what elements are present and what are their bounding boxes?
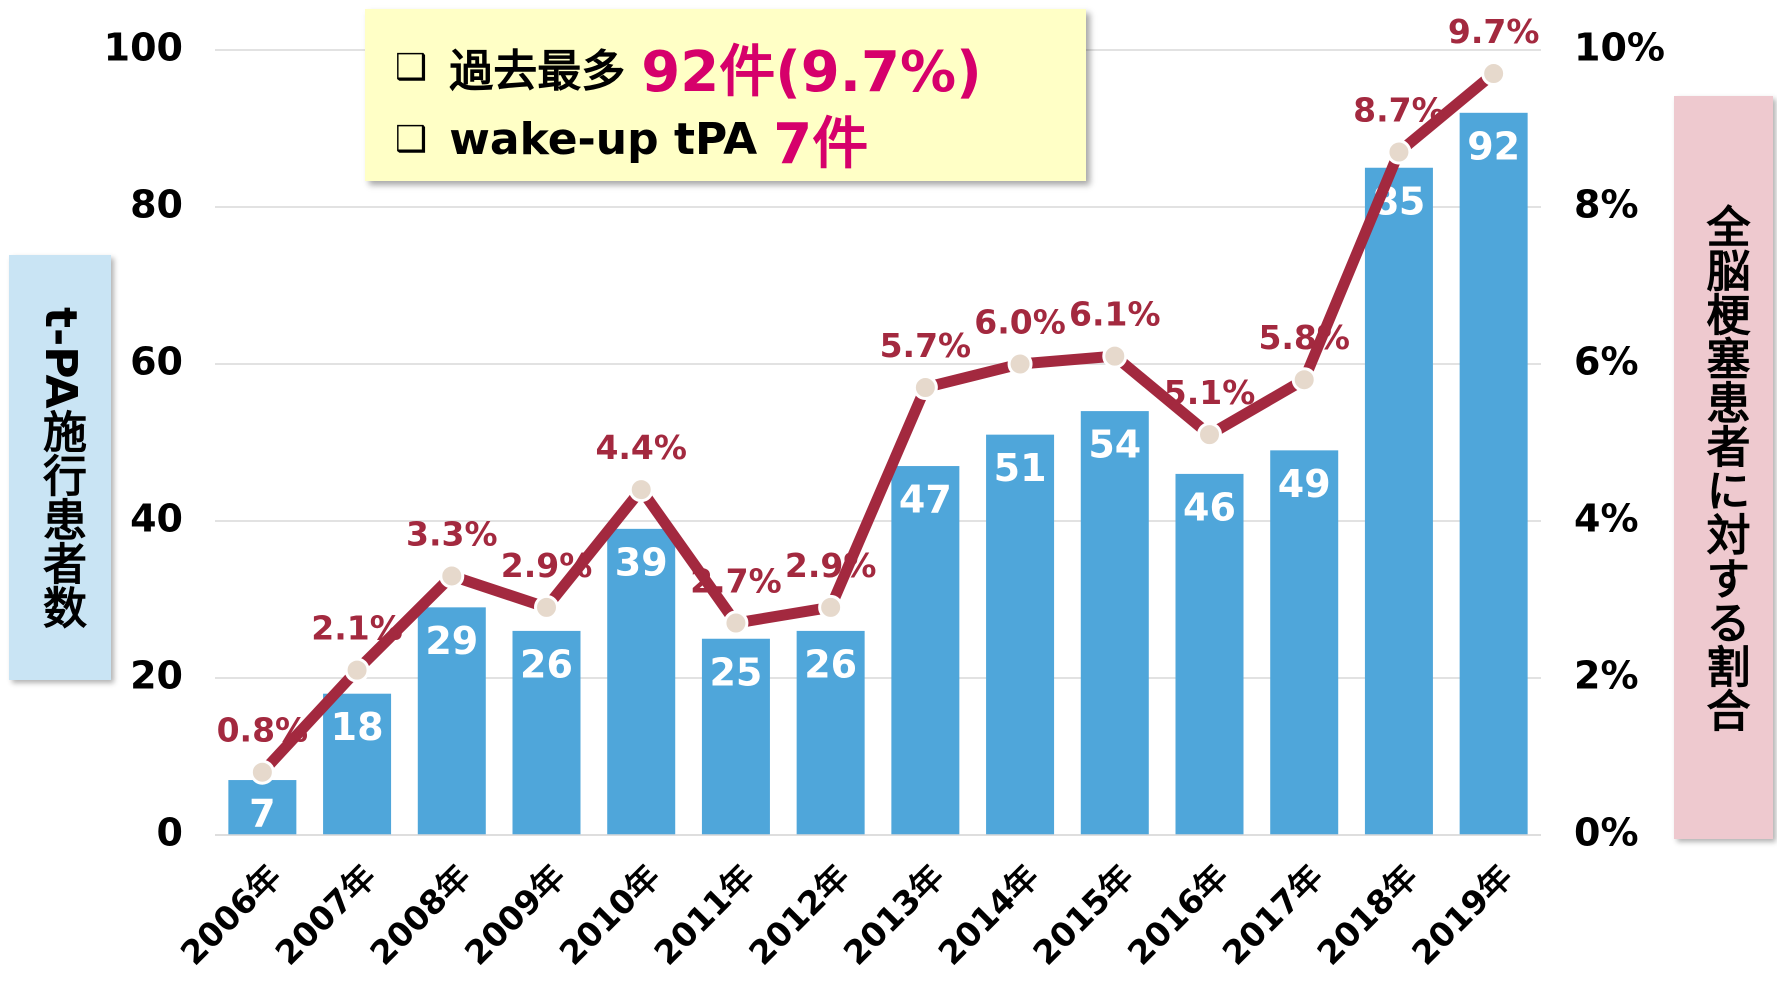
- bar-value-label: 7: [249, 792, 275, 836]
- bar-value-label: 92: [1467, 124, 1520, 168]
- line-value-label: 2.9%: [785, 546, 877, 585]
- x-tick-label: 2016年: [1120, 857, 1236, 973]
- x-tick-label: 2014年: [931, 857, 1047, 973]
- y-tick-label: 0: [157, 811, 183, 855]
- y2-tick-label: 4%: [1574, 497, 1639, 541]
- line-marker: [818, 594, 844, 620]
- x-tick-label: 2011年: [646, 857, 762, 973]
- line-marker: [1386, 139, 1412, 165]
- line-value-label: 9.7%: [1448, 12, 1540, 51]
- line-marker: [1291, 367, 1317, 393]
- checkbox-icon: ❑: [395, 118, 428, 160]
- line-marker: [1102, 343, 1128, 369]
- annotation-text: 過去最多: [449, 46, 626, 97]
- bar: [1364, 167, 1433, 835]
- x-tick-label: 2015年: [1025, 857, 1141, 973]
- y2-tick-label: 6%: [1574, 340, 1639, 384]
- x-tick-label: 2007年: [268, 857, 384, 973]
- bar-value-label: 25: [709, 650, 762, 694]
- y2-tick-label: 10%: [1574, 26, 1665, 70]
- bar: [986, 434, 1055, 835]
- annotation-row: ❑ wake-up tPA 7件: [395, 103, 1086, 177]
- x-tick-label: 2013年: [836, 857, 952, 973]
- bar-value-label: 51: [994, 446, 1047, 490]
- y2-tick-label: 8%: [1574, 183, 1639, 227]
- y2-tick-label: 0%: [1574, 811, 1639, 855]
- line-marker: [1481, 61, 1507, 87]
- line-value-label: 2.9%: [501, 546, 593, 585]
- bar-value-label: 49: [1278, 462, 1331, 506]
- annotation-box: ❑ 過去最多 92件(9.7%) ❑ wake-up tPA 7件: [365, 9, 1086, 181]
- line-marker: [912, 375, 938, 401]
- bar-value-label: 47: [899, 478, 952, 522]
- x-tick-label: 2008年: [362, 857, 478, 973]
- annotation-text: wake-up tPA: [449, 113, 758, 165]
- line-value-label: 6.0%: [974, 303, 1066, 342]
- annotation-highlight: 7件: [773, 111, 869, 177]
- x-tick-label: 2009年: [457, 857, 573, 973]
- bar: [891, 466, 960, 835]
- bar-value-label: 54: [1088, 423, 1141, 467]
- line-value-label: 5.7%: [880, 326, 972, 365]
- line-value-label: 0.8%: [217, 711, 309, 750]
- line-value-label: 2.7%: [690, 562, 782, 601]
- line-value-label: 5.1%: [1164, 373, 1256, 412]
- line-marker: [439, 563, 465, 589]
- y2-axis-label: 全脳梗塞患者に対する割合: [1674, 96, 1773, 839]
- bar-value-label: 26: [804, 642, 857, 686]
- annotation-row: ❑ 過去最多 92件(9.7%): [395, 31, 1086, 105]
- line-marker: [249, 759, 275, 785]
- line-marker: [1007, 351, 1033, 377]
- bar: [1270, 450, 1339, 835]
- y-tick-label: 60: [130, 340, 183, 384]
- bar: [1175, 473, 1244, 835]
- bar: [796, 630, 865, 835]
- bar: [323, 693, 392, 835]
- y2-tick-label: 2%: [1574, 654, 1639, 698]
- x-tick-label: 2012年: [741, 857, 857, 973]
- line-value-label: 4.4%: [595, 428, 687, 467]
- bar: [512, 630, 581, 835]
- line-value-label: 6.1%: [1069, 295, 1161, 334]
- line-marker: [723, 610, 749, 636]
- x-tick-label: 2017年: [1215, 857, 1331, 973]
- bar-value-label: 46: [1183, 485, 1236, 529]
- line-marker: [344, 657, 370, 683]
- y-tick-label: 100: [104, 26, 183, 70]
- x-tick-label: 2018年: [1309, 857, 1425, 973]
- y-tick-label: 40: [130, 497, 183, 541]
- line-value-label: 2.1%: [311, 609, 403, 648]
- line-value-label: 5.8%: [1258, 318, 1350, 357]
- line-marker: [1197, 422, 1222, 448]
- bar: [1080, 411, 1149, 835]
- line-marker: [534, 594, 559, 620]
- checkbox-icon: ❑: [395, 46, 428, 88]
- y-axis-label: t-PA施行患者数: [9, 255, 111, 680]
- bar-value-label: 18: [331, 705, 384, 749]
- bar: [1459, 112, 1528, 836]
- annotation-highlight: 92件(9.7%): [641, 39, 982, 105]
- bar: [228, 780, 297, 835]
- y-tick-label: 80: [130, 183, 183, 227]
- line-value-label: 3.3%: [406, 514, 498, 553]
- bar-value-label: 29: [425, 619, 478, 663]
- line: [258, 69, 1498, 776]
- x-tick-label: 2010年: [552, 857, 668, 973]
- line-value-label: 8.7%: [1353, 91, 1445, 130]
- line-marker: [628, 477, 654, 503]
- bar-value-label: 39: [615, 540, 668, 584]
- bar-value-label: 26: [520, 642, 573, 686]
- bar: [701, 638, 770, 835]
- x-tick-label: 2019年: [1404, 857, 1520, 973]
- x-tick-label: 2006年: [173, 857, 289, 973]
- bar: [607, 528, 676, 835]
- bar: [417, 607, 486, 835]
- y-tick-label: 20: [130, 654, 183, 698]
